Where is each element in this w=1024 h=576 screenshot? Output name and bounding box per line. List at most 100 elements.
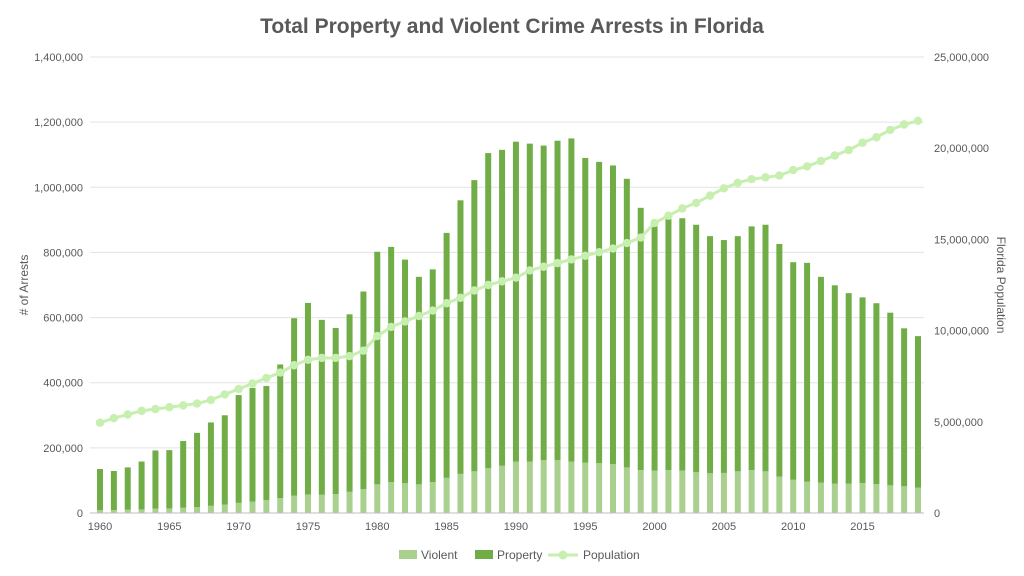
population-point — [678, 204, 687, 213]
population-point — [373, 331, 382, 341]
bar-property — [609, 165, 616, 465]
bar-violent — [582, 462, 589, 513]
population-line-series — [95, 116, 923, 427]
population-point — [761, 173, 770, 182]
bar-property — [665, 219, 672, 471]
population-point — [539, 262, 548, 271]
bar-property — [790, 262, 797, 480]
bar-violent — [637, 470, 644, 513]
bar-violent — [831, 483, 838, 513]
bar-property — [415, 276, 422, 485]
bar-violent — [707, 473, 714, 513]
population-point — [220, 390, 229, 399]
population-point — [830, 151, 840, 160]
bar-violent — [512, 461, 519, 513]
bar-property — [277, 364, 284, 499]
population-point — [345, 351, 354, 361]
y-tick-label: 1,000,000 — [34, 182, 83, 194]
population-point — [248, 379, 257, 388]
x-tick-label: 2005 — [712, 521, 736, 533]
bar-property — [526, 143, 533, 462]
gridlines — [90, 56, 924, 449]
y-tick-label: 800,000 — [43, 247, 83, 259]
bar-violent — [762, 471, 769, 513]
population-point — [581, 251, 590, 261]
x-tick-label: 2015 — [850, 521, 874, 533]
y-tick-label: 600,000 — [43, 313, 83, 325]
population-point — [497, 277, 507, 286]
bar-property — [637, 207, 644, 471]
bar-violent — [346, 491, 353, 513]
x-tick-label: 1990 — [504, 521, 528, 533]
population-point — [137, 406, 146, 416]
bar-violent — [304, 494, 311, 513]
y-tick-label: 0 — [77, 508, 83, 520]
bar-violent — [374, 484, 381, 513]
population-point — [789, 165, 798, 175]
bar-property — [180, 441, 187, 508]
legend-label-violent: Violent — [421, 548, 458, 562]
x-tick-label: 1995 — [573, 521, 597, 533]
chart-title: Total Property and Violent Crime Arrests… — [260, 15, 764, 38]
population-point — [816, 156, 826, 166]
legend-swatch-violent — [399, 550, 417, 559]
bar-violent — [915, 487, 921, 513]
bar-violent — [402, 483, 409, 513]
bar-violent — [499, 465, 506, 513]
population-point — [178, 401, 188, 410]
population-point — [165, 403, 174, 412]
y2-tick-label: 20,000,000 — [934, 143, 989, 155]
bar-violent — [485, 468, 492, 513]
population-point — [289, 361, 299, 370]
bar-violent — [609, 464, 616, 513]
bar-property — [318, 319, 325, 495]
y2-tick-label: 15,000,000 — [934, 234, 989, 246]
bar-property — [804, 262, 811, 482]
bar-violent — [221, 504, 228, 513]
bar-property — [720, 240, 727, 473]
population-point — [733, 178, 742, 188]
x-tick-label: 1970 — [226, 521, 250, 533]
population-point — [95, 418, 105, 427]
bar-property — [887, 312, 894, 486]
bar-property — [138, 461, 145, 510]
bar-property — [374, 251, 381, 485]
y2-tick-label: 5,000,000 — [934, 417, 983, 429]
bar-violent — [194, 507, 201, 513]
y2-tick-label: 10,000,000 — [934, 326, 989, 338]
left-axis-ticks: 0 200,000 400,000 600,000 800,000 1,000,000 1,… — [34, 52, 83, 520]
legend-label-population: Population — [583, 548, 640, 562]
bar-violent — [277, 498, 284, 513]
population-point — [331, 353, 340, 363]
population-point — [456, 293, 465, 302]
population-point — [276, 368, 285, 377]
bar-property — [221, 415, 228, 505]
population-point — [525, 266, 534, 275]
population-point — [844, 145, 853, 155]
bar-violent — [152, 508, 159, 513]
bar-property — [402, 259, 409, 484]
bar-violent — [568, 461, 575, 513]
bar-violent — [249, 501, 256, 513]
bar-property — [235, 395, 242, 503]
population-point — [691, 198, 701, 208]
population-point — [123, 410, 132, 419]
population-point — [899, 120, 909, 129]
bar-series — [97, 138, 921, 513]
bar-property — [457, 200, 464, 474]
bar-property — [429, 269, 436, 483]
population-point — [206, 395, 216, 405]
x-axis-ticks: 1960 1965 1970 1975 1980 1985 1990 1995 2000 2005… — [88, 521, 875, 533]
bar-violent — [443, 477, 450, 513]
bar-violent — [124, 509, 131, 513]
right-axis-ticks: 0 5,000,000 10,000,000 15,000,000 20,000,000… — [934, 52, 989, 520]
bar-violent — [887, 485, 894, 513]
x-tick-label: 1980 — [365, 521, 389, 533]
bar-violent — [665, 470, 672, 513]
bar-property — [207, 422, 214, 506]
population-point — [386, 322, 396, 332]
bar-violent — [623, 467, 630, 513]
y-axis-title: # of Arrests — [17, 255, 31, 316]
population-point — [858, 138, 867, 147]
